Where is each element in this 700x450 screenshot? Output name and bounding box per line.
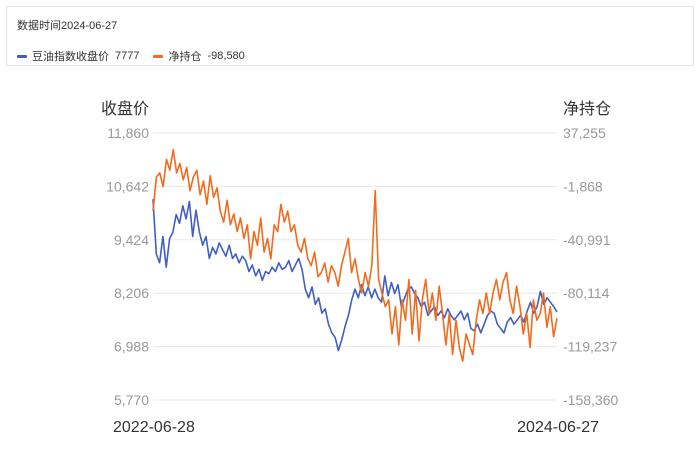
x-tick-label: 2022-06-28 — [113, 419, 195, 436]
legend-swatch-net-position — [153, 54, 164, 58]
right-axis-title: 净持仓 — [563, 100, 611, 118]
legend-swatch-close-price — [17, 54, 27, 58]
right-tick-label: -119,237 — [563, 339, 617, 355]
net-position-line — [152, 148, 558, 363]
legend-label-net-position: 净持仓 — [168, 51, 202, 63]
left-tick-label: 6,988 — [114, 339, 149, 355]
left-tick-label: 8,206 — [114, 285, 149, 301]
legend-item-close-price[interactable]: 豆油指数收盘价 7777 — [17, 48, 139, 64]
left-tick-label: 5,770 — [114, 392, 149, 408]
close-price-line — [152, 199, 558, 352]
info-panel: 数据时间2024-06-27 豆油指数收盘价 7777 净持仓 -98,580 — [6, 6, 694, 66]
legend-value-close-price: 7777 — [115, 50, 140, 62]
legend-value-net-position: -98,580 — [207, 50, 245, 62]
right-tick-label: -80,114 — [563, 285, 610, 301]
left-tick-label: 11,860 — [107, 125, 149, 141]
x-tick-label: 2024-06-27 — [517, 419, 599, 436]
left-tick-label: 9,424 — [114, 232, 149, 248]
legend-label-close-price: 豆油指数收盘价 — [32, 51, 109, 63]
right-tick-label: -40,991 — [563, 232, 611, 248]
right-tick-label: -1,868 — [563, 178, 603, 194]
left-axis-title: 收盘价 — [101, 99, 149, 118]
left-tick-label: 10,642 — [106, 178, 149, 194]
legend: 豆油指数收盘价 7777 净持仓 -98,580 — [17, 48, 259, 64]
data-time-label: 数据时间2024-06-27 — [17, 20, 118, 32]
right-tick-label: -158,360 — [563, 392, 618, 408]
right-tick-label: 37,255 — [563, 125, 606, 141]
legend-item-net-position[interactable]: 净持仓 -98,580 — [153, 48, 245, 64]
